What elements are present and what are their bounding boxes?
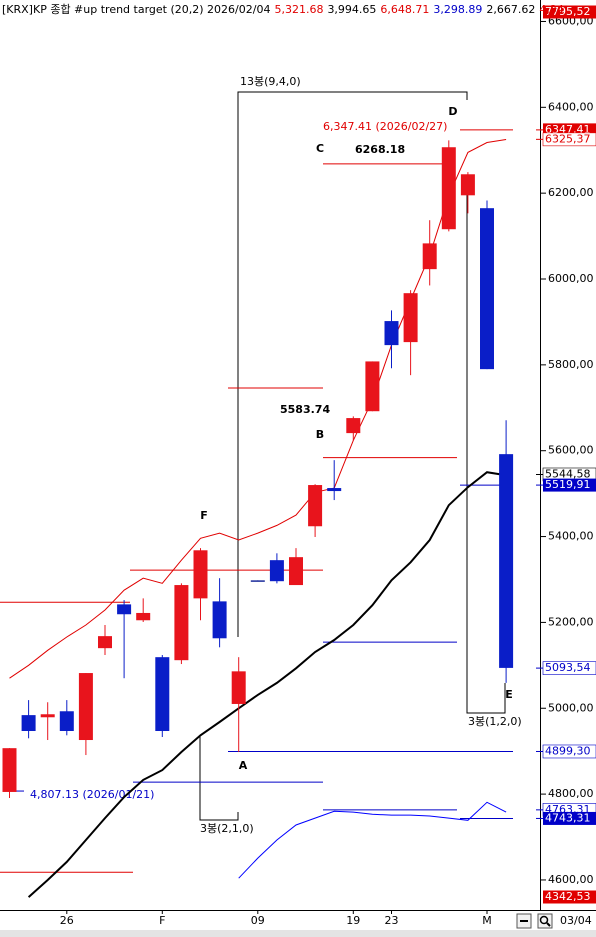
header-item: 3,298.89 <box>433 3 482 16</box>
bracket <box>466 182 506 714</box>
price-marker-label: 4743,31 <box>545 811 591 824</box>
candle-body <box>365 361 380 412</box>
price-marker-box <box>542 132 596 147</box>
level-label: 5583.74 <box>280 403 330 416</box>
header-item: 6,648.71 <box>380 3 429 16</box>
bracket <box>237 91 468 637</box>
indicator-line <box>27 471 507 898</box>
candle-body <box>21 715 36 732</box>
indicator-line <box>9 139 507 679</box>
candle-body <box>308 485 323 527</box>
price-marker-box <box>543 5 596 19</box>
candle-body <box>441 147 456 230</box>
header-item: 5,321.68 <box>274 3 323 16</box>
annotation: D <box>448 105 457 118</box>
annotation: E <box>505 688 513 701</box>
price-marker-label: 5093,54 <box>545 661 591 674</box>
price-marker-label: 7795,52 <box>545 5 591 18</box>
price-marker-label: 5519,91 <box>545 478 591 491</box>
header-item: 3,994.65 <box>327 3 376 16</box>
candle-body <box>231 671 246 704</box>
y-tick-label: 6000,00 <box>548 272 594 285</box>
y-tick-label: 5800,00 <box>548 358 594 371</box>
candle-body <box>403 293 418 343</box>
level-label: 4,807.13 (2026/01/21) <box>30 788 154 801</box>
x-tick-label: F <box>159 914 165 927</box>
candle-body <box>174 585 189 661</box>
candle-body <box>480 208 494 370</box>
y-tick-label: 5000,00 <box>548 701 594 714</box>
header-item: [KRX]KP 종합 #up trend target (20,2) 2026/… <box>2 3 270 16</box>
level-label: 6268.18 <box>355 143 405 156</box>
candle-body <box>78 673 93 741</box>
price-marker-label: 5544,58 <box>545 467 591 480</box>
header-background <box>0 0 540 20</box>
candle-body <box>193 550 208 599</box>
candle-body <box>117 604 132 615</box>
header-item: 4,34 <box>539 3 564 16</box>
x-tick-label: M <box>482 914 492 927</box>
price-marker-label: 6325,37 <box>545 132 591 145</box>
candle-body <box>327 488 342 492</box>
y-tick-label: 6200,00 <box>548 186 594 199</box>
magnifier-icon <box>546 922 551 927</box>
x-tick-label: 09 <box>251 914 265 927</box>
header-text: [KRX]KP 종합 #up trend target (20,2) 2026/… <box>2 3 564 16</box>
y-tick-label: 5400,00 <box>548 530 594 543</box>
x-tick-label: 23 <box>385 914 399 927</box>
x-tick-label: 19 <box>346 914 360 927</box>
scrollbar[interactable] <box>0 930 596 937</box>
y-tick-label: 5200,00 <box>548 615 594 628</box>
annotation: C <box>316 142 324 155</box>
candle-body <box>422 243 437 270</box>
annotation: 13봉(9,4,0) <box>240 75 301 88</box>
magnifier-icon <box>539 915 549 925</box>
candle-body <box>346 418 361 434</box>
y-tick-label: 5600,00 <box>548 444 594 457</box>
x-tick-label: 26 <box>60 914 74 927</box>
candle-body <box>460 174 475 196</box>
y-tick-label: 4800,00 <box>548 787 594 800</box>
price-marker-label: 4899,30 <box>545 744 591 757</box>
y-tick-label: 6400,00 <box>548 100 594 113</box>
candle-body <box>136 612 151 621</box>
header: [KRX]KP 종합 #up trend target (20,2) 2026/… <box>0 0 564 20</box>
candle-body <box>98 636 112 649</box>
price-marker-box <box>543 890 596 904</box>
candle-body <box>250 580 265 582</box>
indicator-line <box>238 801 507 879</box>
candle-body <box>2 748 17 792</box>
candle-body <box>269 560 284 582</box>
date-label: 03/04 <box>560 914 592 927</box>
price-marker-box <box>543 478 596 492</box>
candle-body <box>40 714 55 718</box>
annotation: 3봉(1,2,0) <box>468 715 522 728</box>
candle-body <box>212 601 227 639</box>
price-marker-box <box>542 661 596 675</box>
level-label: 6,347.41 (2026/02/27) <box>323 120 447 133</box>
bracket <box>199 735 239 821</box>
candle-body <box>59 711 74 732</box>
annotation: B <box>316 428 324 441</box>
y-tick-label: 4600,00 <box>548 873 594 886</box>
candle-body <box>289 557 303 586</box>
candle-body <box>384 321 399 346</box>
price-marker-label: 4342,53 <box>545 890 591 903</box>
header-item: 2,667.62 <box>486 3 535 16</box>
annotation: A <box>239 759 248 772</box>
annotation: 3봉(2,1,0) <box>200 822 254 835</box>
candle-body <box>155 657 170 732</box>
annotation: F <box>200 509 208 522</box>
candle-body <box>499 454 514 668</box>
price-marker-box <box>542 744 596 759</box>
price-marker-box <box>543 811 596 825</box>
